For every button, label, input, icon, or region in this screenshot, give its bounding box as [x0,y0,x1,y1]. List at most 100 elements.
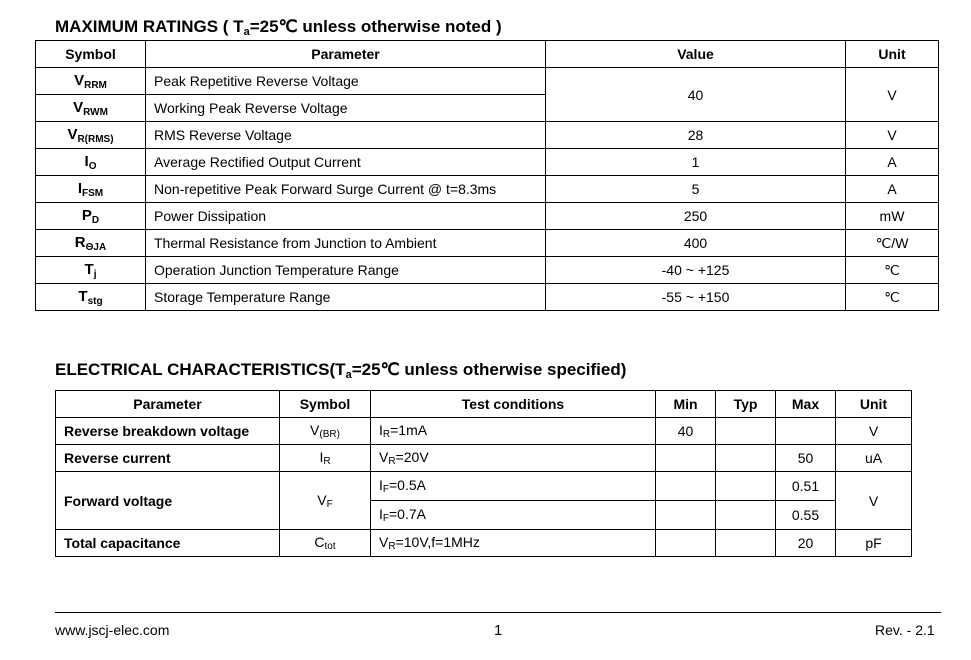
min-cell [655,444,716,472]
table-row: Total capacitance Ctot VR=10V,f=1MHz 20 pF [55,529,912,557]
text: ℃/W [875,234,909,251]
parameter-cell: Operation Junction Temperature Range [145,256,546,284]
parameter-cell: Total capacitance [55,529,280,557]
text: ℃ [884,261,900,278]
page-number: 1 [494,622,503,639]
typ-cell [715,529,776,557]
value-cell: 250 [545,202,846,230]
text: V [887,86,897,103]
subscript: R [388,541,396,552]
max-ratings-table: Symbol Parameter Value Unit VRRM Peak Rep… [35,40,939,311]
parameter-cell: Reverse breakdown voltage [55,417,280,445]
text: 28 [687,127,704,143]
symbol-cell: VRWM [35,94,146,122]
min-cell [655,471,716,501]
table-row: VRWM Working Peak Reverse Voltage [35,94,939,122]
max-cell [775,417,836,445]
text: -55 ~ +150 [661,289,730,305]
text: P [81,206,92,224]
test-condition-cell: IF=0.5A [370,471,656,501]
table-row: IO Average Rectified Output Current 1 A [35,148,939,176]
header-min: Min [655,390,716,418]
parameter-cell: RMS Reverse Voltage [145,121,546,149]
parameter-cell: Power Dissipation [145,202,546,230]
unit-cell: ℃ [845,283,939,311]
footer-website: www.jscj-elec.com [55,622,170,638]
subscript: FSM [82,187,104,199]
table-row: Reverse current IR VR=20V 50 uA [55,444,912,472]
text: =1mA [390,422,428,438]
text: uA [864,450,883,466]
text: C [314,534,325,550]
table-header-row: Parameter Symbol Test conditions Min Typ… [55,390,912,418]
text: Storage Temperature Range [154,289,331,305]
text: =10V,f=1MHz [395,534,480,550]
text: mW [879,208,905,224]
subscript: stg [87,295,103,307]
test-condition-cell: VR=10V,f=1MHz [370,529,656,557]
header-unit: Unit [835,390,912,418]
text: 50 [797,450,814,466]
value-cell: -55 ~ +150 [545,283,846,311]
subscript: D [91,214,100,226]
text: V [67,125,78,143]
unit-cell: V [835,417,912,445]
table-row: PD Power Dissipation 250 mW [35,202,939,230]
test-condition-cell: VR=20V [370,444,656,472]
text: 1 [691,154,700,170]
text: A [887,154,897,170]
unit-cell: A [845,148,939,176]
subscript: j [93,268,97,280]
header-parameter: Parameter [145,40,546,68]
text: 20 [797,535,814,551]
table-row: IF=0.7A 0.55 [56,500,912,530]
electrical-table: Parameter Symbol Test conditions Min Typ… [55,390,912,557]
text: I [379,422,383,438]
text: V [317,491,327,508]
table-row: Forward voltage VF IF=0.5A 0.51 V [55,471,912,530]
text: 40 [687,86,704,103]
parameter-cell: Average Rectified Output Current [145,148,546,176]
subscript: F [382,484,389,495]
max-cell: 20 [775,529,836,557]
text: ℃ [884,288,900,305]
parameter-cell: Storage Temperature Range [145,283,546,311]
text: I [77,179,83,197]
text: V [887,127,897,143]
subscript: F [382,513,389,524]
unit-cell: mW [845,202,939,230]
text: V [310,422,320,438]
table-row: VR(RMS) RMS Reverse Voltage 28 V [35,121,939,149]
value-cell: 1 [545,148,846,176]
text: =20V [395,449,429,465]
subscript: R [382,429,391,440]
text: 0.55 [791,507,820,523]
text: 250 [683,208,708,224]
unit-cell: ℃ [845,256,939,284]
revision: Rev. - 2.1 [875,622,935,638]
max-cell: 0.51 [775,471,836,501]
symbol-cell: IR [279,444,371,472]
text: V [868,492,879,509]
subscript: O [88,160,97,172]
parameter-cell: Non-repetitive Peak Forward Surge Curren… [145,175,546,203]
unit-cell: V [845,121,939,149]
value-cell: 5 [545,175,846,203]
text: V [868,423,879,439]
value-cell: 400 [545,229,846,257]
header-typ: Typ [715,390,776,418]
symbol-cell: Tstg [35,283,146,311]
value-cell: 28 [545,121,846,149]
symbol-cell: VRRM [35,67,146,95]
typ-cell [715,417,776,445]
table-row: IFSM Non-repetitive Peak Forward Surge Cu… [35,175,939,203]
header-max: Max [775,390,836,418]
text: I [379,477,383,493]
text: Reverse breakdown voltage [64,423,250,439]
footer-rule [55,612,941,613]
text: RMS Reverse Voltage [154,127,292,143]
parameter-cell: Working Peak Reverse Voltage [145,94,546,122]
header-value: Value [545,40,846,68]
text: R [74,233,86,251]
parameter-cell: Thermal Resistance from Junction to Ambi… [145,229,546,257]
